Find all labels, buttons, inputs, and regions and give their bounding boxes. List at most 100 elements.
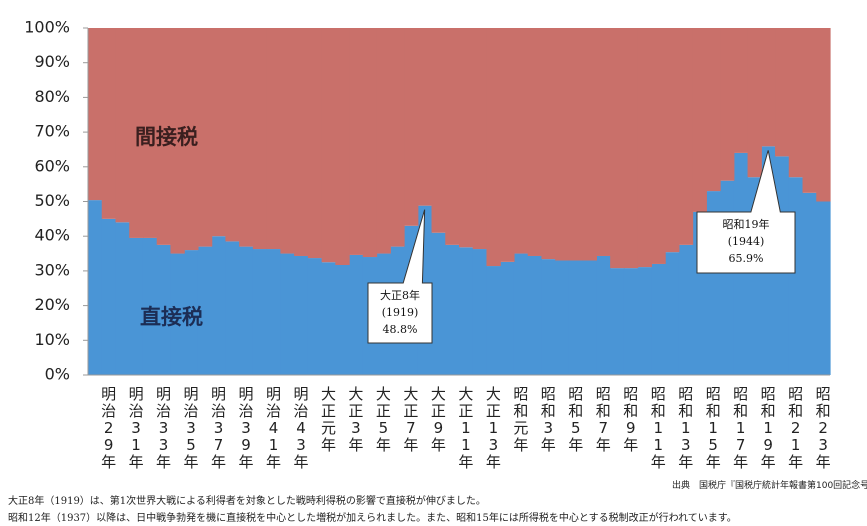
area-segment — [610, 28, 625, 269]
y-tick-label: 20% — [34, 295, 70, 314]
x-tick-label: 明治35年 — [183, 385, 199, 471]
area-segment — [280, 253, 295, 375]
area-segment — [459, 28, 474, 248]
area-segment — [459, 247, 474, 375]
area-segment — [747, 28, 762, 178]
area-segment — [335, 28, 350, 266]
callout: 昭和19年 (1944) 65.9% — [696, 150, 796, 274]
area-segment — [170, 253, 185, 375]
x-tick-label: 明治29年 — [101, 385, 117, 471]
x-tick-label: 大正元年 — [320, 385, 336, 454]
area-segment — [376, 28, 391, 254]
x-tick-label: 昭和13年 — [678, 385, 694, 471]
area-segment — [720, 180, 735, 375]
area-segment — [129, 237, 144, 375]
area-segment — [431, 28, 446, 233]
area-segment — [582, 28, 598, 261]
area-segment — [816, 201, 831, 375]
x-tick-label: 明治41年 — [265, 385, 281, 471]
area-segment — [555, 28, 570, 261]
area-segment — [115, 28, 130, 223]
area-segment — [417, 28, 433, 206]
area-segment — [156, 28, 172, 245]
area-segment — [637, 28, 652, 268]
area-segment — [349, 254, 364, 375]
area-segment — [555, 260, 570, 375]
y-tick-label: 50% — [34, 191, 70, 210]
area-segment — [720, 28, 735, 181]
callout-text: (1919) — [382, 306, 419, 319]
x-tick-label: 大正5年 — [375, 385, 391, 454]
area-segment — [788, 28, 804, 178]
callout-text: 65.9% — [729, 252, 764, 265]
x-tick-label: 大正3年 — [348, 385, 364, 454]
area-segment — [431, 232, 446, 375]
area-segment — [266, 249, 281, 375]
x-tick-label: 昭和7年 — [595, 385, 611, 454]
y-tick-label: 60% — [34, 156, 70, 175]
callout-box — [367, 209, 433, 344]
area-segment — [623, 268, 639, 375]
area-segment — [513, 253, 529, 375]
area-segment — [307, 258, 323, 375]
area-segment — [500, 28, 515, 262]
area-segment — [211, 28, 227, 237]
y-tick-label: 30% — [34, 260, 70, 279]
area-segment — [294, 255, 309, 375]
area-segment — [802, 28, 817, 193]
area-segment — [129, 28, 144, 238]
area-segment — [486, 266, 501, 375]
area-segment — [596, 255, 611, 375]
area-segment — [184, 250, 199, 375]
area-segment — [513, 28, 529, 254]
area-segment — [197, 28, 213, 247]
area-segment — [101, 218, 117, 375]
x-tick-label: 昭和19年 — [760, 385, 776, 471]
y-tick-label: 100% — [24, 18, 70, 37]
area-segment — [321, 28, 336, 263]
area-segment — [733, 28, 749, 153]
area-segment — [321, 262, 336, 375]
area-segment — [349, 28, 364, 255]
y-tick-label: 70% — [34, 122, 70, 141]
area-segment — [527, 255, 543, 375]
y-tick-label: 80% — [34, 87, 70, 106]
area-segment — [115, 222, 130, 375]
area-segment — [651, 263, 666, 375]
area-segment — [582, 260, 598, 375]
note: 大正8年（1919）は、第1次世界大戦による利得者を対象とした戦時利得税の影響で… — [8, 496, 486, 507]
area-segment — [637, 267, 652, 375]
area-segment — [307, 28, 323, 259]
area-segment — [225, 28, 240, 242]
area-segment — [500, 261, 515, 375]
series-label: 間接税 — [135, 125, 198, 149]
area-segment — [788, 177, 804, 375]
x-tick-label: 大正9年 — [430, 385, 446, 454]
callout-text: 大正8年 — [380, 288, 420, 302]
area-segment — [211, 236, 227, 375]
area-segment — [252, 249, 268, 375]
area-segment — [651, 28, 666, 264]
area-segment — [678, 28, 694, 245]
x-tick-label: 昭和17年 — [733, 385, 749, 471]
x-tick-label: 昭和11年 — [650, 385, 666, 471]
area-segment — [761, 28, 776, 147]
x-tick-label: 明治43年 — [293, 385, 309, 471]
x-tick-label: 明治31年 — [128, 385, 144, 471]
area-segment — [170, 28, 185, 254]
area-segment — [665, 28, 680, 253]
x-tick-label: 明治37年 — [211, 385, 227, 471]
x-tick-label: 昭和5年 — [568, 385, 584, 454]
area-segment — [816, 28, 831, 202]
x-tick-label: 大正7年 — [403, 385, 419, 454]
area-segment — [568, 28, 584, 261]
area-segment — [225, 241, 240, 375]
y-tick-label: 40% — [34, 226, 70, 245]
callout: 大正8年 (1919) 48.8% — [367, 209, 433, 344]
area-segment — [610, 268, 625, 375]
area-segment — [472, 28, 488, 250]
area-segment — [445, 28, 460, 245]
area-segment — [527, 28, 543, 256]
area-segment — [541, 259, 556, 375]
